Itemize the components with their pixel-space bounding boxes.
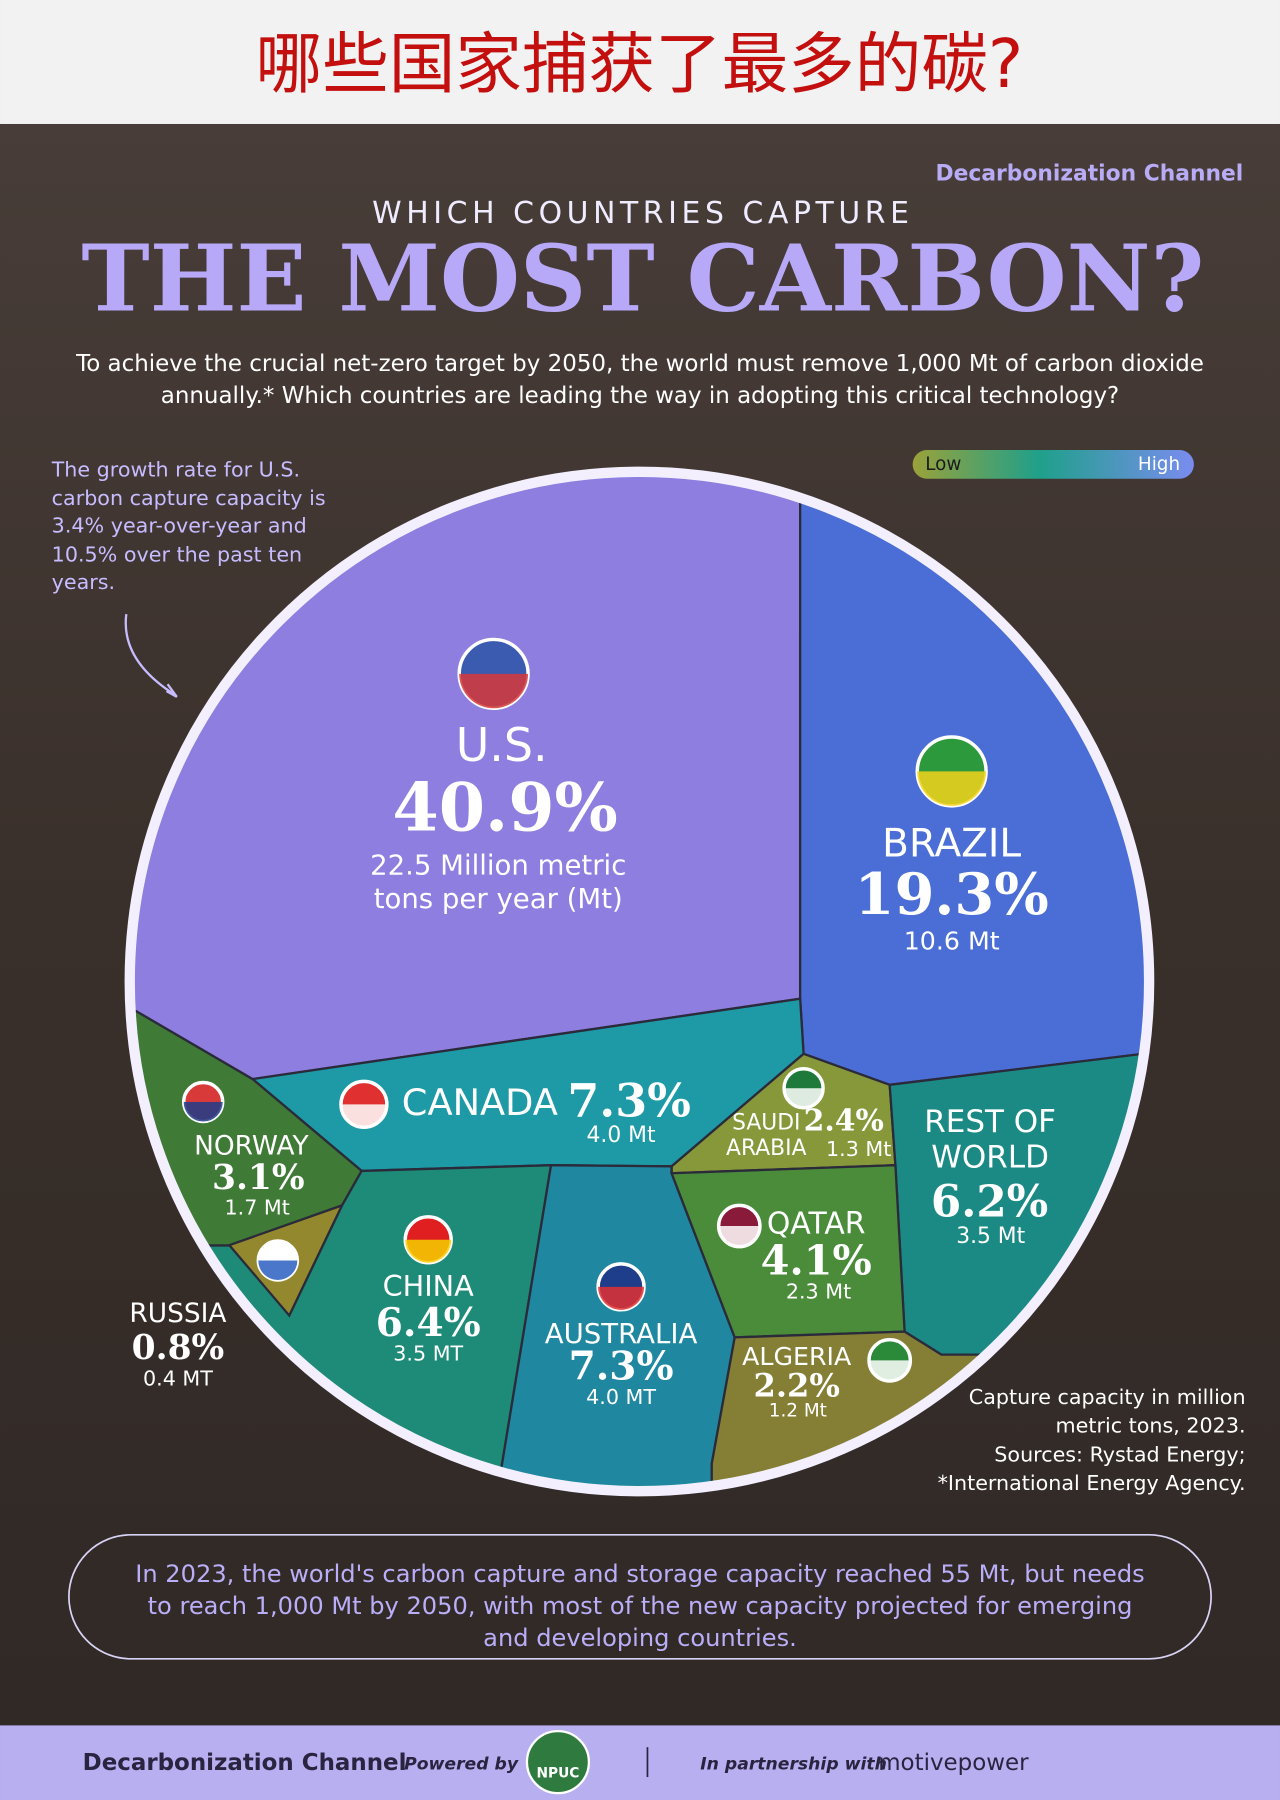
region-capacity-box: 1.3 Mt [826, 1137, 892, 1162]
region-capacity: 4.0 MT [586, 1385, 656, 1410]
flag-detail [340, 1104, 387, 1128]
region-value-label: 7.3% [567, 1073, 691, 1127]
region-capacity: 2.3 Mt [785, 1279, 852, 1305]
region-capacity-box: 1.2 Mt [768, 1399, 827, 1422]
region-value-label: 2.4% [804, 1104, 884, 1139]
legend-high: High [1138, 454, 1180, 475]
flag-detail [869, 1360, 911, 1381]
subtitle-box: To achieve the crucial net-zero target b… [76, 348, 1204, 409]
region-value-label: 6.2% [931, 1176, 1048, 1227]
region-capacity-box: 3.5 Mt [956, 1223, 1026, 1249]
legend-low: Low [925, 454, 961, 475]
header-title: 哪些国家捕获了最多的碳? [256, 25, 1024, 103]
brand: Decarbonization Channel [936, 161, 1244, 186]
footer-partnership: In partnership with [700, 1754, 887, 1774]
note-box: Capture capacity in million metric tons,… [937, 1385, 1246, 1496]
note: Capture capacity in million metric tons,… [968, 1385, 1246, 1439]
annotation-box: The growth rate for U.S. carbon capture … [51, 458, 326, 595]
region-capacity-box: 3.5 MT [393, 1341, 464, 1367]
region-capacity: 22.5 Million metric tons per year (Mt) [370, 849, 627, 915]
region-name-box: REST OF WORLD [924, 1104, 1057, 1176]
callout-frame [68, 1533, 1212, 1660]
callout: In 2023, the world's carbon capture and … [135, 1560, 1145, 1652]
region-capacity: 1.2 Mt [768, 1399, 827, 1422]
region-capacity-box: 4.0 Mt [586, 1122, 656, 1148]
annotation: The growth rate for U.S. carbon capture … [51, 458, 326, 595]
flag-detail [598, 1286, 645, 1310]
flag-detail [718, 1226, 760, 1247]
region-capacity: 1.3 Mt [826, 1137, 892, 1162]
region-capacity: 4.0 Mt [586, 1122, 656, 1148]
region-value-label: 7.3% [569, 1344, 674, 1390]
region-capacity-box: 10.6 Mt [903, 927, 1000, 957]
flag-detail [917, 771, 987, 806]
subtitle: To achieve the crucial net-zero target b… [76, 348, 1204, 409]
footer-partner: motivepower [878, 1750, 1029, 1776]
region-name: SAUDI ARABIA [726, 1111, 807, 1161]
flag-detail [183, 1102, 223, 1122]
region-name: REST OF WORLD [924, 1104, 1057, 1176]
region-value-label: 40.9% [392, 767, 617, 846]
arrow-head [165, 683, 178, 698]
legend-bar [912, 450, 1194, 479]
region-name: CHINA [383, 1269, 475, 1303]
region-name: BRAZIL [882, 822, 1021, 867]
region-capacity: 0.4 MT [143, 1367, 213, 1392]
region-name: AUSTRALIA [545, 1318, 698, 1350]
footer-powered: Powered by [404, 1754, 519, 1774]
region-value-label: 3.1% [212, 1158, 305, 1198]
region-name: U.S. [456, 718, 548, 772]
region-name: QATAR [767, 1206, 866, 1241]
region-name: RUSSIA [129, 1298, 226, 1329]
kicker: WHICH COUNTRIES CAPTURE [372, 196, 913, 231]
npuc-label: NPUC [536, 1766, 579, 1782]
region-capacity-box: 4.0 MT [586, 1385, 656, 1410]
region-capacity: 1.7 Mt [224, 1196, 290, 1221]
region-value-label: 19.3% [855, 860, 1049, 928]
flag-detail [258, 1260, 298, 1280]
region-name-box: SAUDI ARABIA [726, 1111, 807, 1161]
npuc-logo [525, 1729, 591, 1795]
footer-brand: Decarbonization Channel [83, 1750, 407, 1776]
sources: Sources: Rystad Energy; *International E… [937, 1442, 1246, 1496]
region-capacity-box: 22.5 Million metric tons per year (Mt) [370, 849, 627, 915]
region-name: NORWAY [194, 1130, 309, 1161]
region-name: ALGERIA [742, 1342, 852, 1371]
region-capacity-box: 2.3 Mt [785, 1279, 852, 1305]
region-name: CANADA [402, 1081, 558, 1124]
region-capacity-box: 0.4 MT [143, 1367, 213, 1392]
flag-detail [784, 1088, 824, 1108]
footer-band [0, 1725, 1280, 1800]
ring [124, 466, 1155, 1497]
region-capacity: 3.5 Mt [956, 1223, 1026, 1249]
region-capacity: 10.6 Mt [903, 927, 1000, 957]
region-value-label: 2.2% [753, 1366, 839, 1404]
region-value-label: 0.8% [132, 1328, 225, 1368]
annotation-arrow [124, 614, 176, 696]
region-capacity: 3.5 MT [393, 1341, 464, 1367]
flag-detail [459, 673, 529, 709]
chart-title: THE MOST CARBON? [81, 225, 1204, 333]
region-capacity-box: 1.7 Mt [224, 1196, 290, 1221]
flag-detail [405, 1239, 452, 1263]
region-value-label: 6.4% [376, 1300, 481, 1346]
region-value-label: 4.1% [761, 1235, 872, 1284]
callout-box: In 2023, the world's carbon capture and … [135, 1560, 1145, 1652]
header-band [0, 0, 1280, 124]
region-labels: U.S.40.9%22.5 Million metric tons per ye… [129, 637, 1057, 1422]
